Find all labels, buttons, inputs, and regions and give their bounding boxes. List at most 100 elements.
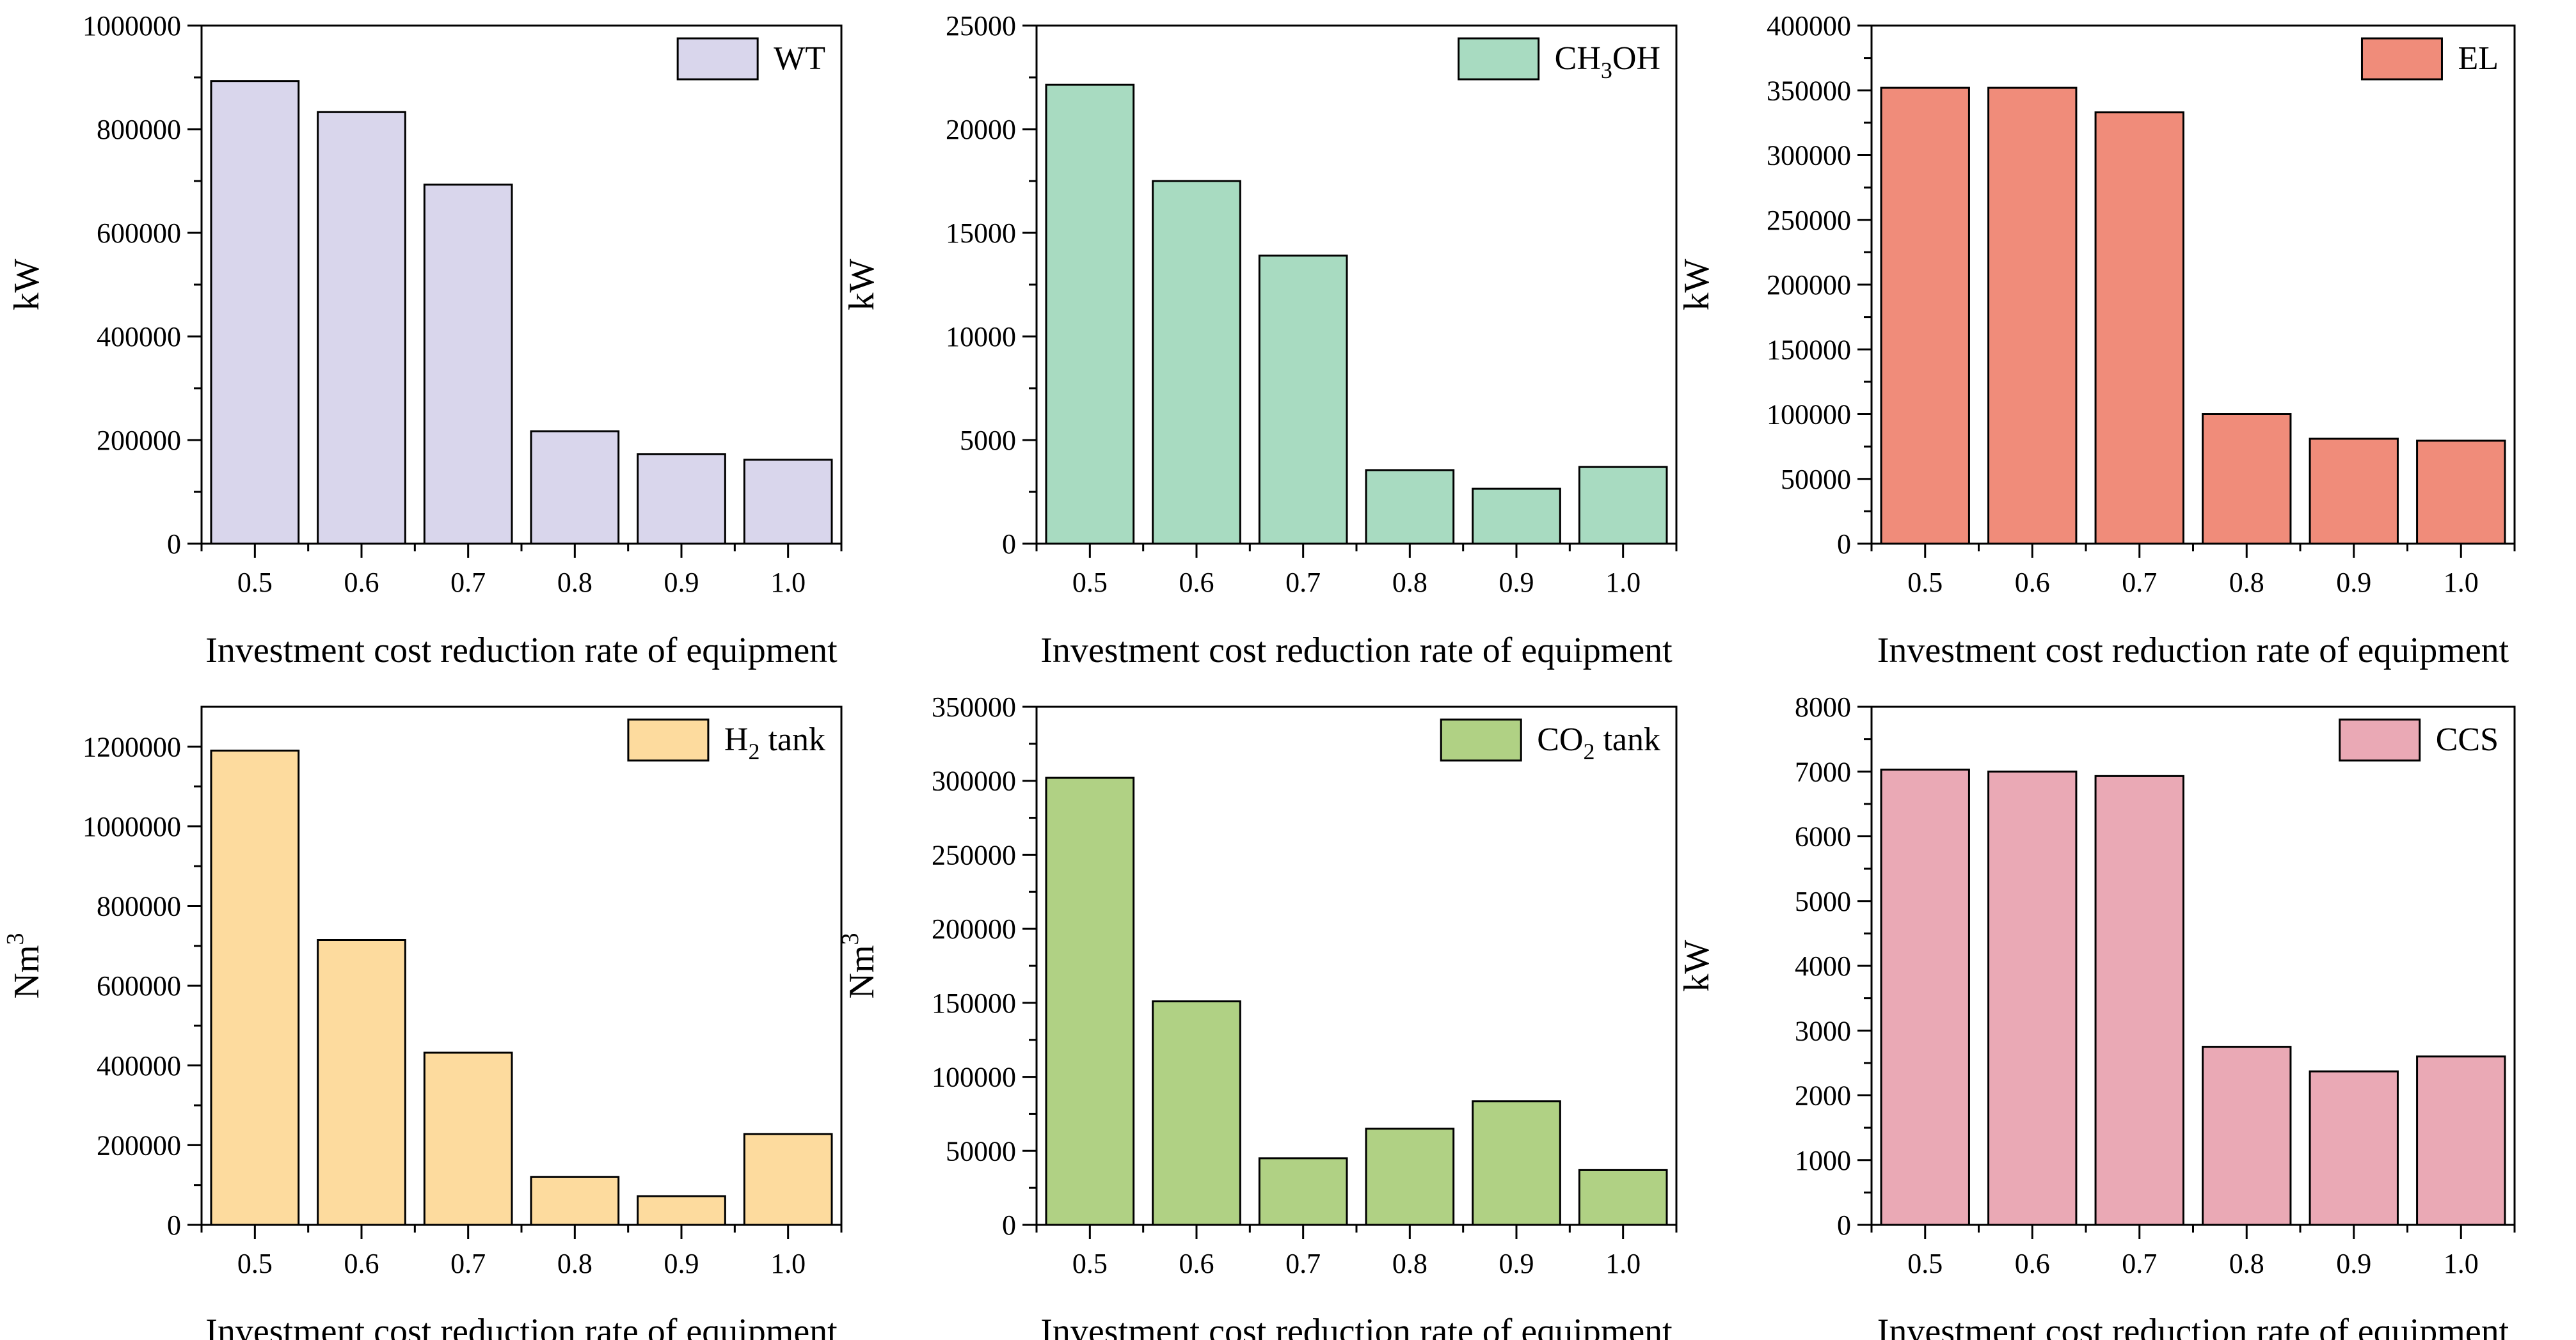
y-tick-label: 150000 (1767, 334, 1851, 365)
legend: CO2 tank (1440, 718, 1660, 764)
x-tick-label: 0.5 (1907, 567, 1943, 598)
chart-panel-1: 0 200000 400000 600000 800000 1000000 0.5 0.6 0.… (7, 10, 843, 670)
y-axis-title: kW (1677, 258, 1717, 310)
y-tick-label: 350000 (1767, 75, 1851, 106)
bar-0.6 (1152, 180, 1241, 545)
y-axis-title: kW (7, 258, 47, 310)
y-tick-label: 0 (1837, 1210, 1851, 1241)
legend-label-subscript: 3 (1601, 58, 1612, 83)
legend-label: CH3OH (1555, 40, 1660, 83)
x-tick-label: 0.8 (1392, 567, 1427, 598)
x-tick-label: 1.0 (1605, 567, 1641, 598)
bar-1.0 (1578, 466, 1668, 545)
y-tick-label: 800000 (97, 891, 181, 922)
legend-swatch (1440, 718, 1522, 762)
x-axis-title: Investment cost reduction rate of equipm… (205, 631, 838, 670)
legend: CH3OH (1458, 37, 1660, 83)
x-tick-label: 0.9 (1499, 567, 1534, 598)
bar-1.0 (743, 459, 833, 545)
bar-1.0 (2416, 439, 2506, 545)
y-tick-label: 2000 (1795, 1080, 1851, 1112)
x-tick-label: 0.7 (1285, 567, 1321, 598)
y-tick-label: 100000 (932, 1062, 1016, 1093)
bar-0.7 (2094, 111, 2184, 545)
bar-0.5 (210, 80, 300, 545)
y-axis-title-superscript: 3 (837, 933, 864, 945)
legend-swatch (627, 718, 710, 762)
bar-0.9 (2309, 1070, 2399, 1226)
bar-0.9 (637, 453, 726, 545)
bar-1.0 (743, 1133, 833, 1226)
y-tick-label: 10000 (946, 321, 1016, 352)
legend-label-suffix: OH (1612, 40, 1660, 77)
x-tick-label: 0.6 (344, 567, 379, 598)
y-tick-label: 50000 (946, 1135, 1016, 1167)
chart-panel-6: 0 1000 2000 3000 4000 5000 6000 7000 8000 0.5 0.6 0… (1677, 691, 2516, 1340)
bar-0.8 (2202, 413, 2292, 545)
x-tick-label: 0.6 (1179, 567, 1214, 598)
x-tick-label: 0.8 (557, 1248, 592, 1279)
bar-0.7 (423, 1052, 513, 1226)
x-tick-label: 0.7 (2122, 567, 2157, 598)
x-tick-label: 0.5 (1907, 1248, 1943, 1279)
legend-swatch (2360, 37, 2443, 81)
legend-label-suffix: tank (759, 721, 825, 758)
x-tick-label: 0.5 (1072, 567, 1108, 598)
y-axis-title-text: Nm (842, 945, 882, 999)
y-axis-title-text: kW (1677, 940, 1717, 991)
y-tick-label: 1000000 (83, 10, 181, 42)
legend-label-suffix: tank (1594, 721, 1660, 758)
bar-0.7 (2094, 775, 2184, 1226)
y-axis-title-text: Nm (7, 945, 47, 999)
x-tick-label: 0.9 (664, 567, 699, 598)
y-tick-label: 300000 (1767, 140, 1851, 171)
y-tick-label: 600000 (97, 217, 181, 249)
bar-0.8 (530, 430, 620, 545)
bar-0.8 (1365, 469, 1455, 545)
bar-0.6 (317, 939, 406, 1226)
x-tick-label: 0.7 (450, 567, 486, 598)
y-tick-label: 20000 (946, 114, 1016, 145)
chart-panel-4: 0 200000 400000 600000 800000 1000000 1200000 0… (2, 705, 843, 1340)
legend-label-text: H (724, 721, 749, 758)
bar-0.7 (1258, 255, 1348, 545)
bar-0.6 (1987, 86, 2078, 545)
bar-0.7 (423, 184, 513, 545)
y-axis-title-text: kW (1677, 258, 1717, 310)
bar-0.5 (1880, 768, 1970, 1226)
y-tick-label: 7000 (1795, 756, 1851, 787)
x-tick-label: 0.6 (344, 1248, 379, 1279)
x-tick-label: 0.7 (2122, 1248, 2157, 1279)
y-tick-label: 400000 (97, 321, 181, 352)
x-tick-label: 0.8 (1392, 1248, 1427, 1279)
y-tick-label: 50000 (1781, 464, 1851, 495)
x-tick-label: 0.9 (1499, 1248, 1534, 1279)
chart-panel-2: 0 5000 10000 15000 20000 25000 0.5 0.6 0.7 0.8 0.9… (842, 10, 1678, 670)
x-tick-label: 0.6 (1179, 1248, 1214, 1279)
x-axis-title: Investment cost reduction rate of equipm… (1040, 1312, 1673, 1340)
y-axis-title: kW (1677, 940, 1717, 991)
bar-0.6 (1152, 1000, 1241, 1226)
legend-label: CCS (2436, 721, 2499, 758)
legend-swatch (676, 37, 759, 81)
y-tick-label: 200000 (97, 1130, 181, 1161)
y-tick-label: 0 (167, 528, 181, 560)
y-tick-label: 6000 (1795, 821, 1851, 853)
legend: WT (676, 37, 825, 81)
x-axis-title: Investment cost reduction rate of equipm… (1040, 631, 1673, 670)
x-tick-label: 0.6 (2015, 1248, 2050, 1279)
x-tick-label: 0.8 (2229, 567, 2264, 598)
y-axis-title-text: kW (7, 258, 47, 310)
bar-0.8 (2202, 1046, 2292, 1226)
bar-0.9 (1472, 1100, 1561, 1226)
x-tick-label: 0.5 (1072, 1248, 1108, 1279)
bar-1.0 (1578, 1169, 1668, 1226)
bar-0.6 (317, 111, 406, 545)
x-tick-label: 1.0 (2444, 1248, 2479, 1279)
legend-label-subscript: 2 (1583, 739, 1594, 764)
y-axis-title-superscript: 3 (2, 933, 29, 945)
bar-0.8 (530, 1176, 620, 1226)
y-tick-label: 1200000 (83, 731, 181, 762)
legend-label: WT (774, 40, 825, 77)
